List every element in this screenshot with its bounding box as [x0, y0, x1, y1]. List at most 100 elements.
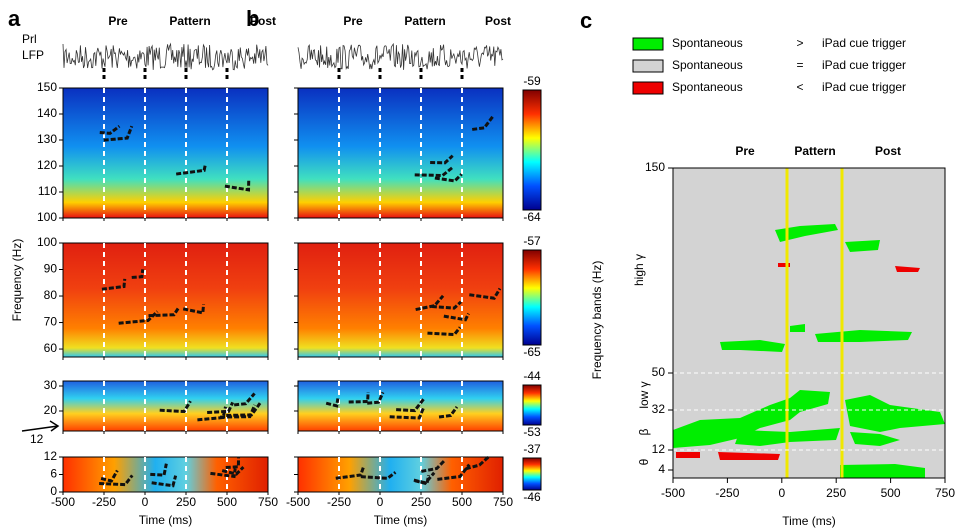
x-tick-label: 0: [142, 495, 149, 509]
y-tick-label: 110: [38, 184, 57, 198]
x-tick-label: -250: [92, 495, 116, 509]
colorbar: [522, 89, 542, 211]
significance-contour: [148, 307, 180, 318]
colorbar-max: -44: [523, 369, 541, 383]
significance-map: [673, 168, 945, 478]
significance-contour: [413, 474, 431, 486]
y-tick-label: 100: [37, 210, 57, 224]
phase-label: Pre: [735, 144, 755, 158]
significance-contour: [427, 326, 462, 337]
significance-contour: [100, 469, 119, 483]
colorbar: [522, 457, 542, 491]
significance-contour: [131, 269, 145, 279]
legend-rhs: iPad cue trigger: [822, 80, 906, 94]
legend-rhs: iPad cue trigger: [822, 36, 906, 50]
significance-contour: [437, 463, 471, 481]
x-axis-label: Time (ms): [782, 514, 836, 528]
x-tick-label: 0: [778, 486, 785, 500]
heatmap: [297, 87, 504, 219]
legend-rhs: iPad cue trigger: [822, 58, 906, 72]
colorbar-min: -53: [523, 425, 541, 439]
heatmap: [297, 380, 504, 432]
significance-contour: [150, 463, 168, 477]
colorbar-min: -64: [523, 210, 541, 224]
colorbar: [522, 249, 542, 346]
heatmap: [62, 87, 269, 219]
significance-contour: [210, 468, 237, 479]
significance-contour: [224, 179, 251, 192]
y-tick-label: 30: [44, 378, 58, 392]
significance-contour: [396, 397, 425, 413]
significance-contour: [421, 459, 446, 473]
x-tick-label: 0: [377, 495, 384, 509]
plot-frame: [672, 167, 946, 479]
phase-label: Pattern: [794, 144, 835, 158]
significance-contour: [472, 115, 495, 131]
heatmap: [297, 456, 504, 493]
x-tick-label: -250: [327, 495, 351, 509]
significance-contour: [175, 163, 207, 176]
y-axis-label: Frequency (Hz): [10, 239, 24, 322]
significance-contour: [465, 455, 491, 471]
significance-contour: [325, 398, 340, 408]
y-axis-label: Frequency bands (Hz): [590, 261, 604, 380]
legend-op: =: [796, 58, 803, 72]
legend-swatch: [632, 81, 664, 95]
significance-contour: [443, 312, 470, 322]
colorbar: [522, 384, 542, 426]
significance-contour: [103, 125, 134, 142]
significance-contour: [389, 407, 425, 420]
significance-contour: [348, 392, 370, 404]
phase-label: Pattern: [169, 14, 210, 28]
y-tick-label: 50: [652, 365, 666, 379]
significance-contour: [430, 154, 454, 165]
lfp-label: LFP: [22, 48, 44, 62]
significance-contour: [221, 465, 245, 476]
x-axis-label: Time (ms): [374, 513, 428, 527]
heatmap: [62, 242, 269, 358]
band-label: θ: [637, 458, 651, 465]
y-tick-label: 60: [44, 341, 58, 355]
x-tick-label: 500: [881, 486, 901, 500]
significance-contour: [335, 466, 366, 480]
lfp-trace: [62, 42, 269, 71]
lfp-trace: [297, 42, 504, 70]
significance-contour: [207, 401, 235, 415]
x-tick-label: 750: [935, 486, 955, 500]
significance-contour: [367, 391, 385, 405]
y-tick-label: 100: [37, 235, 57, 249]
y-tick-label: 6: [50, 467, 57, 481]
x-tick-label: -500: [661, 486, 685, 500]
phase-label: Pre: [108, 14, 128, 28]
y-tick-label: 4: [658, 462, 665, 476]
significance-contour: [99, 474, 134, 487]
legend-text: Spontaneous: [672, 58, 743, 72]
phase-label: Post: [485, 14, 511, 28]
x-tick-label: 500: [452, 495, 472, 509]
significance-contour: [151, 475, 178, 488]
legend-op: >: [796, 36, 803, 50]
y-tick-label: 70: [44, 315, 58, 329]
y-tick-label: 90: [44, 262, 58, 276]
x-tick-label: -500: [286, 495, 310, 509]
y-tick-label: 32: [652, 402, 666, 416]
significance-contour: [99, 125, 121, 135]
x-tick-label: 750: [493, 495, 513, 509]
arrow: [21, 420, 60, 432]
panel-label: a: [8, 6, 21, 31]
phase-label: Post: [875, 144, 901, 158]
band-label: β: [637, 428, 651, 435]
red-regions: [676, 263, 920, 460]
significance-contour: [225, 456, 241, 470]
band-label: high γ: [632, 254, 646, 286]
heatmap: [62, 380, 269, 432]
significance-contour: [220, 404, 257, 419]
legend-op: <: [796, 80, 803, 94]
phase-label: Pre: [343, 14, 363, 28]
significance-contour: [469, 287, 502, 300]
y-tick-label: 120: [37, 158, 57, 172]
significance-contour: [233, 392, 256, 407]
colorbar-min: -46: [523, 490, 541, 504]
